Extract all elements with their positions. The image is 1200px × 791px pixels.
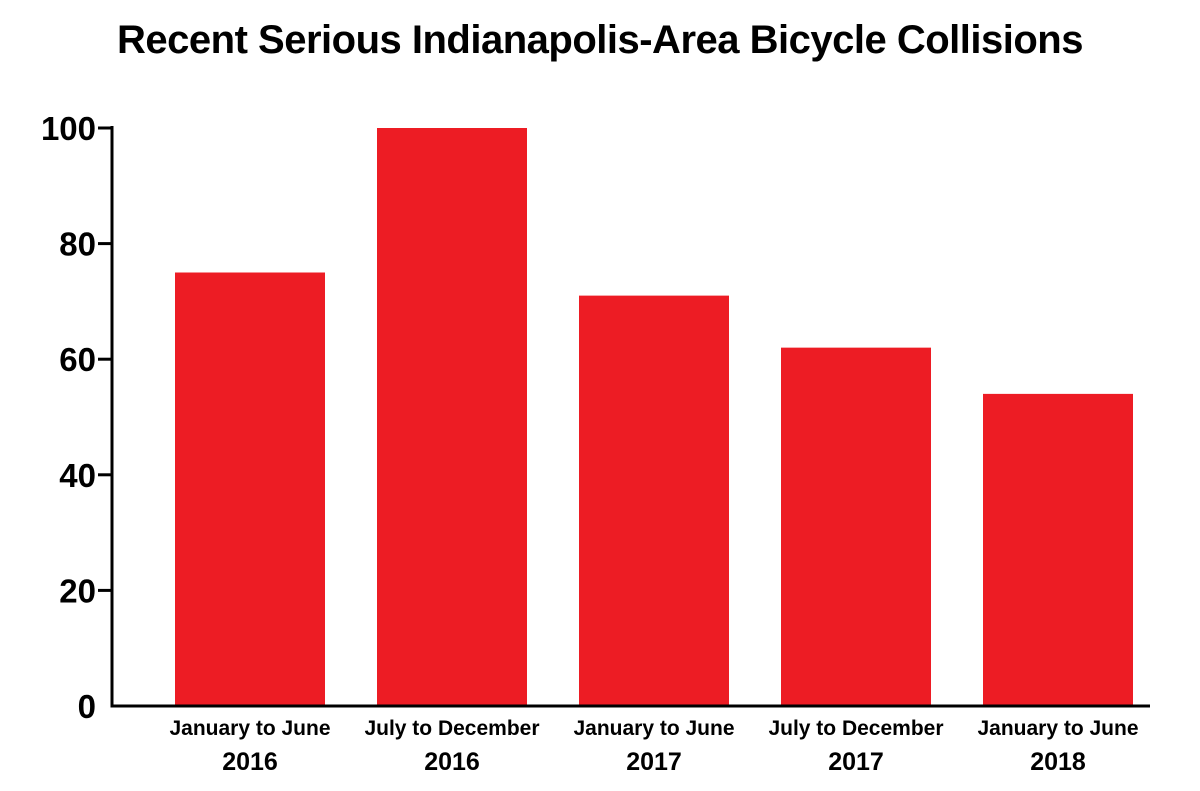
- category-label-3-year: 2017: [828, 748, 884, 776]
- bar-0: [175, 272, 325, 706]
- category-label-2-period: January to June: [573, 717, 734, 740]
- category-label-4-period: January to June: [977, 717, 1138, 740]
- category-label-1-period: July to December: [364, 717, 539, 740]
- y-tick-label-5: 100: [41, 110, 96, 147]
- y-tick-label-2: 40: [59, 457, 96, 494]
- y-tick-label-4: 80: [59, 226, 96, 263]
- labels-layer: 0 20 40 60 80 100 January to June 2016 July to D…: [41, 110, 1139, 776]
- y-tick-label-0: 0: [78, 688, 96, 725]
- category-label-1-year: 2016: [424, 748, 480, 776]
- y-tick-label-1: 20: [59, 572, 96, 609]
- category-label-0-year: 2016: [222, 748, 278, 776]
- bar-3: [781, 347, 931, 706]
- category-label-4-year: 2018: [1030, 748, 1086, 776]
- chart-title: Recent Serious Indianapolis-Area Bicycle…: [117, 18, 1083, 62]
- axes-layer: [98, 126, 1150, 708]
- bar-4: [983, 393, 1133, 706]
- category-label-3-period: July to December: [768, 717, 943, 740]
- y-tick-label-3: 60: [59, 341, 96, 378]
- bars-layer: [175, 128, 1133, 706]
- category-label-2-year: 2017: [626, 748, 682, 776]
- category-label-0-period: January to June: [169, 717, 330, 740]
- bar-2: [579, 295, 729, 706]
- bar-1: [377, 128, 527, 706]
